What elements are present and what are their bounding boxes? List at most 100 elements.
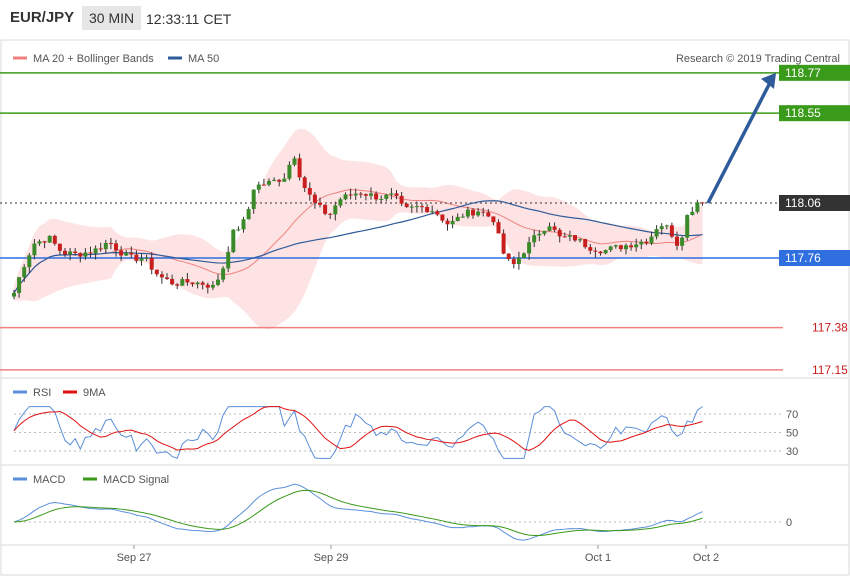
candle-body xyxy=(83,252,88,257)
candle-body xyxy=(139,258,144,261)
candle-body xyxy=(613,245,618,247)
x-tick-label: Sep 27 xyxy=(117,552,152,564)
candle-body xyxy=(506,253,511,259)
timeframe-selector[interactable]: 30 MIN xyxy=(82,6,142,30)
level-lines xyxy=(0,72,783,371)
candle-body xyxy=(471,209,475,216)
level-label-118.77: 118.77 xyxy=(785,66,821,80)
level-badge-117.76 xyxy=(779,250,850,266)
candle-body xyxy=(649,236,654,244)
forecast-arrowhead xyxy=(761,72,776,89)
candle-body xyxy=(629,245,634,248)
copyright: Research © 2019 Trading Central xyxy=(676,53,840,65)
candle-body xyxy=(618,245,623,250)
level-badge-118.55 xyxy=(779,105,850,122)
candle-body xyxy=(170,278,175,285)
candle-body xyxy=(231,229,236,253)
candle-body xyxy=(501,233,506,254)
candle-body xyxy=(312,194,317,203)
candle-body xyxy=(675,236,679,246)
candle-body xyxy=(420,206,424,208)
main-legend: MA 20 + Bollinger Bands MA 50 Research ©… xyxy=(13,53,840,65)
candle-body xyxy=(532,235,537,243)
candle-body xyxy=(685,215,690,238)
candle-body xyxy=(195,282,200,285)
candle-body xyxy=(73,251,78,254)
candle-body xyxy=(486,212,491,217)
candle-body xyxy=(414,206,419,208)
rsi-tick-30: 30 xyxy=(786,446,798,458)
bollinger-fill xyxy=(14,128,703,330)
candle-body xyxy=(511,258,516,265)
chart-frame xyxy=(0,39,850,576)
candle-body xyxy=(134,254,139,261)
candle-body xyxy=(246,208,251,220)
forecast-arrow xyxy=(706,72,776,204)
candle-body xyxy=(435,211,440,215)
candle-body xyxy=(624,245,628,250)
candle-body xyxy=(226,252,231,269)
candle-body xyxy=(149,257,154,270)
candle-body xyxy=(440,214,445,221)
candle-body xyxy=(17,277,22,293)
candle-body xyxy=(353,193,358,196)
legend-label-ma50: MA 50 xyxy=(188,53,219,65)
candle-body xyxy=(216,279,220,285)
candle-body xyxy=(277,179,282,182)
candle-body xyxy=(108,243,113,245)
forecast-line xyxy=(706,78,774,204)
level-labels: 118.77 118.55 118.06 117.76 117.38 117.15 xyxy=(779,64,850,377)
candle-body xyxy=(700,202,705,204)
candle-body xyxy=(333,205,338,215)
x-tick-label: Sep 29 xyxy=(314,552,349,564)
legend-label-rsi: RSI xyxy=(33,387,51,399)
candle-body xyxy=(292,158,297,165)
timestamp: 12:33:11 CET xyxy=(146,11,232,27)
candle-body xyxy=(537,233,542,236)
candle-body xyxy=(98,248,103,250)
candle-body xyxy=(547,226,552,231)
chart-header: EUR/JPY 30 MIN 12:33:11 CET xyxy=(0,0,850,40)
candle-body xyxy=(425,207,430,213)
candle-body xyxy=(573,235,577,241)
candle-body xyxy=(542,230,547,234)
candle-body xyxy=(639,241,644,245)
candle-body xyxy=(578,239,583,241)
candle-body xyxy=(241,219,246,230)
candle-body xyxy=(399,195,404,204)
candle-body xyxy=(338,199,343,206)
candle-body xyxy=(180,279,185,286)
candle-body xyxy=(78,253,83,257)
candle-body xyxy=(358,193,363,195)
candle-body xyxy=(302,177,307,189)
candle-body xyxy=(221,268,226,280)
candle-body xyxy=(307,188,312,195)
candle-body xyxy=(409,206,414,208)
macd-panel: 0 xyxy=(13,483,792,541)
candle-body xyxy=(267,180,271,185)
macd-legend: MACD MACD Signal xyxy=(13,474,169,486)
candle-body xyxy=(348,194,353,196)
candle-body xyxy=(190,282,195,285)
ma50-line-path xyxy=(13,200,703,294)
candle-body xyxy=(654,229,659,237)
candle-body xyxy=(527,242,532,254)
candle-body xyxy=(603,250,608,254)
candle-body xyxy=(119,250,124,256)
candle-body xyxy=(205,284,210,288)
candle-body xyxy=(374,193,379,200)
candle-body xyxy=(491,216,496,223)
candle-body xyxy=(272,179,277,181)
candle-body xyxy=(12,292,16,297)
level-label-117.15: 117.15 xyxy=(812,363,848,377)
candle-body xyxy=(27,255,32,268)
candle-body xyxy=(251,189,256,209)
candle-body xyxy=(154,269,159,275)
candle-body xyxy=(588,247,593,251)
candle-body xyxy=(343,194,348,200)
candle-body xyxy=(455,216,460,221)
candle-body xyxy=(328,213,333,215)
candle-body xyxy=(52,235,57,244)
candlesticks xyxy=(12,153,705,300)
